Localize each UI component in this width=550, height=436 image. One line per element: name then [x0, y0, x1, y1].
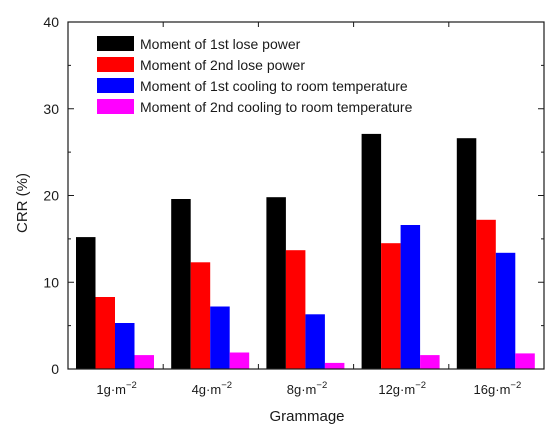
x-tick-label: 12g·m−2	[378, 380, 426, 397]
legend-label-s2: Moment of 2nd lose power	[140, 57, 305, 73]
bar-s3-c5	[495, 252, 516, 369]
axes-layer: 0 10 20 30 40 1g·m−2 4g·m−2 8g·m−2 12g·m−2 16g·m−…	[43, 14, 545, 397]
y-tick-label: 40	[43, 14, 59, 30]
x-tick-label: 4g·m−2	[192, 380, 232, 397]
legend-swatch-s3	[97, 78, 134, 93]
legend-swatch-s4	[97, 99, 134, 114]
bar-s1-c3	[266, 197, 286, 369]
y-axis-label: CRR (%)	[14, 173, 31, 233]
bar-s1-c5	[456, 138, 477, 369]
bar-s3-c1	[115, 323, 135, 369]
bar-s3-c4	[400, 225, 421, 369]
bar-s2-c1	[95, 297, 115, 369]
bar-s2-c5	[476, 219, 496, 369]
x-tick-label: 1g·m−2	[96, 380, 136, 397]
bar-s4-c4	[420, 355, 440, 369]
bar-s4-c1	[134, 355, 154, 369]
y-tick-label: 20	[43, 188, 59, 204]
legend-label-s3: Moment of 1st cooling to room temperatur…	[140, 78, 408, 94]
bar-s1-c1	[76, 237, 96, 369]
bar-s3-c2	[210, 306, 230, 369]
legend: Moment of 1st lose power Moment of 2nd lo…	[97, 36, 413, 115]
bar-s1-c4	[361, 133, 382, 369]
bar-s4-c2	[229, 352, 250, 369]
legend-label-s1: Moment of 1st lose power	[140, 36, 301, 52]
x-tick-label: 8g·m−2	[287, 380, 327, 397]
legend-swatch-s1	[97, 36, 134, 51]
bar-s4-c5	[515, 353, 535, 369]
bar-s1-c2	[171, 199, 191, 369]
bar-s3-c3	[305, 314, 325, 369]
bar-s2-c4	[381, 243, 401, 369]
legend-label-s4: Moment of 2nd cooling to room temperatur…	[140, 99, 413, 115]
x-axis-label: Grammage	[269, 408, 344, 425]
x-tick-label: 16g·m−2	[474, 380, 522, 397]
y-tick-label: 10	[43, 274, 59, 290]
bar-s2-c2	[190, 262, 211, 369]
y-tick-label: 0	[51, 361, 59, 377]
y-tick-label: 30	[43, 101, 59, 117]
bars-layer	[76, 133, 535, 369]
bar-s4-c3	[324, 362, 345, 369]
bar-s2-c3	[285, 250, 306, 369]
legend-swatch-s2	[97, 57, 134, 72]
